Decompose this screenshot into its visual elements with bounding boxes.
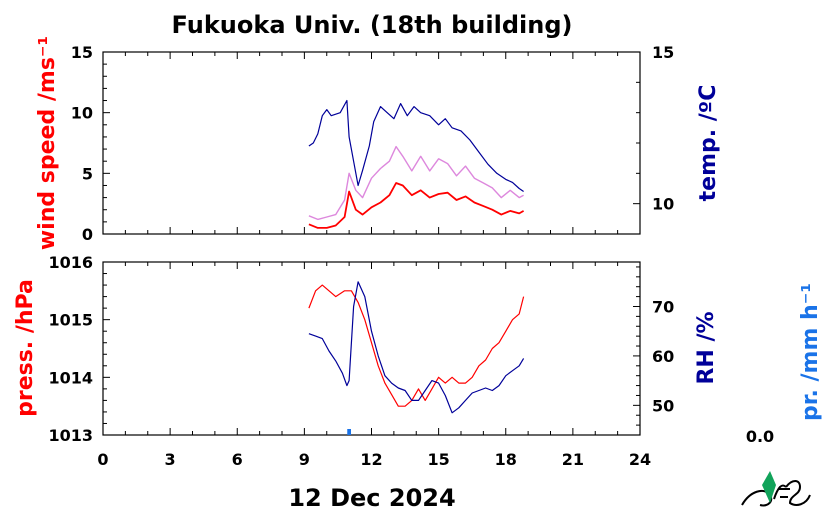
relative-humidity-line — [308, 281, 525, 414]
x-tick-label: 24 — [629, 450, 651, 469]
x-tick-label: 6 — [232, 450, 243, 469]
y-tick-label: 0 — [82, 225, 93, 244]
top-panel-series — [308, 99, 525, 229]
y-tick-label: 70 — [652, 297, 674, 316]
chart-title: Fukuoka Univ. (18th building) — [172, 11, 573, 39]
x-tick-label: 18 — [495, 450, 517, 469]
y-tick-label: 1014 — [48, 368, 93, 387]
y-tick-label: 10 — [652, 195, 674, 214]
bottom-panel-ticks — [102, 261, 641, 436]
y-tick-label: 1015 — [48, 311, 93, 330]
y-tick-label: 5 — [82, 164, 93, 183]
x-tick-label: 9 — [299, 450, 310, 469]
y-tick-label: 15 — [652, 43, 674, 62]
wind-avg-line — [308, 182, 525, 229]
y-tick-label: 60 — [652, 347, 674, 366]
temperature-line — [308, 99, 524, 192]
y-tick-label: 10 — [71, 104, 93, 123]
wind-gust-line — [308, 145, 524, 221]
pressure-line — [308, 284, 525, 407]
y-tick-label: 50 — [652, 396, 674, 415]
y-tick-label: 15 — [71, 43, 93, 62]
humidity-axis-label: RH /% — [694, 311, 719, 384]
pressure-axis-label: press. /hPa — [13, 279, 38, 417]
y-tick-label: 1016 — [48, 253, 93, 272]
bottom-panel-frame — [102, 261, 641, 436]
x-tick-label: 21 — [562, 450, 584, 469]
x-tick-label: 15 — [427, 450, 449, 469]
x-tick-label: 3 — [165, 450, 176, 469]
wind-speed-axis-label: wind speed /ms⁻¹ — [35, 36, 60, 250]
y-tick-label: 1013 — [48, 426, 93, 445]
x-tick-label: 0 — [97, 450, 108, 469]
temperature-axis-label: temp. /ºC — [696, 85, 721, 202]
institution-logo — [741, 471, 811, 507]
x-tick-label: 12 — [360, 450, 382, 469]
bottom-panel-series — [308, 281, 525, 435]
x-axis-label: 12 Dec 2024 — [288, 484, 455, 512]
top-panel-ticks — [102, 51, 641, 235]
precipitation-value: 0.0 — [746, 427, 774, 446]
precipitation-axis-label: pr. /mm h⁻¹ — [798, 283, 823, 421]
